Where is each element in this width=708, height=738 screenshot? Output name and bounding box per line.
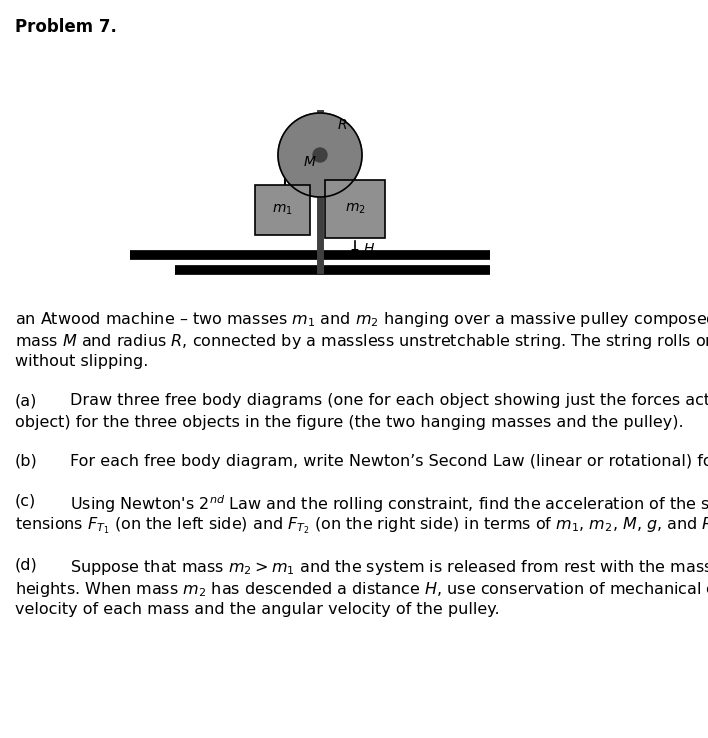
Text: heights. When mass $m_2$ has descended a distance $H$, use conservation of mecha: heights. When mass $m_2$ has descended a… [15, 580, 708, 599]
Circle shape [313, 148, 327, 162]
Text: velocity of each mass and the angular velocity of the pulley.: velocity of each mass and the angular ve… [15, 602, 500, 617]
Text: $H$: $H$ [363, 242, 375, 256]
Text: Problem 7.: Problem 7. [15, 18, 117, 36]
Text: without slipping.: without slipping. [15, 354, 149, 369]
Text: (d): (d) [15, 558, 38, 573]
Text: tensions $F_{T_1}$ (on the left side) and $F_{T_2}$ (on the right side) in terms: tensions $F_{T_1}$ (on the left side) an… [15, 515, 708, 536]
Text: R: R [338, 118, 348, 132]
Text: For each free body diagram, write Newton’s Second Law (linear or rotational) for: For each free body diagram, write Newton… [70, 454, 708, 469]
Text: (c): (c) [15, 493, 36, 508]
Text: $m_2$: $m_2$ [345, 201, 365, 216]
Text: M: M [304, 155, 316, 169]
Text: Suppose that mass $m_2 > m_1$ and the system is released from rest with the mass: Suppose that mass $m_2 > m_1$ and the sy… [70, 558, 708, 577]
Circle shape [278, 113, 362, 197]
Text: Draw three free body diagrams (one for each object showing just the forces actin: Draw three free body diagrams (one for e… [70, 393, 708, 408]
Bar [325, 180, 385, 238]
Text: (a): (a) [15, 393, 38, 408]
Text: object) for the three objects in the figure (the two hanging masses and the pull: object) for the three objects in the fig… [15, 415, 684, 430]
Text: (b): (b) [15, 454, 38, 469]
Text: Using Newton's 2$^{nd}$ Law and the rolling constraint, find the acceleration of: Using Newton's 2$^{nd}$ Law and the roll… [70, 493, 708, 514]
Text: an Atwood machine – two masses $m_1$ and $m_2$ hanging over a massive pulley com: an Atwood machine – two masses $m_1$ and… [15, 310, 708, 329]
Bar [255, 185, 310, 235]
Text: $m_1$: $m_1$ [272, 203, 293, 217]
Text: mass $M$ and radius $R$, connected by a massless unstretchable string. The strin: mass $M$ and radius $R$, connected by a … [15, 332, 708, 351]
